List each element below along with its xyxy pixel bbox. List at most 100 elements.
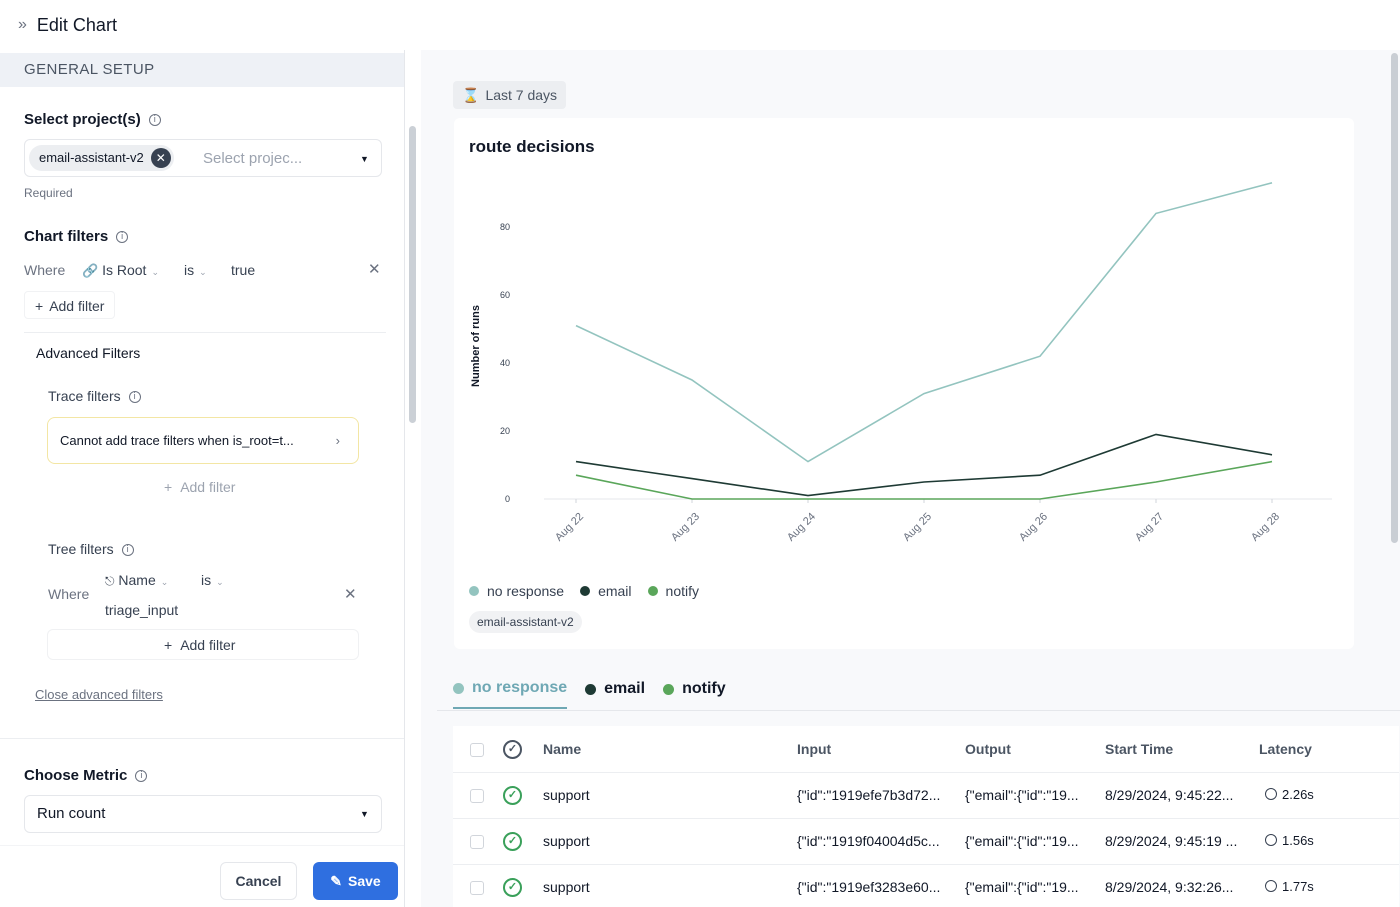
right-scrollbar[interactable]	[1391, 53, 1398, 543]
tab-label: email	[604, 680, 646, 697]
info-icon[interactable]: i	[148, 114, 161, 127]
metric-select[interactable]: Run count ▼	[24, 795, 382, 833]
line-chart: 0 20 40 60 80 Number of runs Aug 22 Aug 23 Aug 2…	[470, 182, 1332, 544]
x-tick-label: Aug 22	[553, 511, 586, 544]
filter-value[interactable]: true	[231, 262, 256, 278]
top-bar: » Edit Chart	[0, 0, 1400, 50]
chart-filters-label-text: Chart filters	[24, 228, 109, 245]
latency-value: 2.26s	[1282, 787, 1314, 802]
tab-no-response[interactable]: no response	[453, 679, 568, 709]
add-tree-filter-box	[47, 629, 359, 660]
cancel-button[interactable]: Cancel	[220, 862, 297, 900]
save-button[interactable]: ✎ Save	[313, 862, 398, 900]
y-tick-label: 0	[505, 494, 510, 504]
section-header: GENERAL SETUP	[0, 53, 404, 87]
trace-warning-text: Cannot add trace filters when is_root=t.…	[60, 433, 294, 448]
filter-field-select[interactable]: 🔗 Is Root ⌄	[82, 262, 159, 279]
trace-filters-label-text: Trace filters	[48, 388, 121, 404]
col-header-name[interactable]: Name	[543, 741, 582, 757]
tree-field-label: Name	[118, 572, 156, 588]
close-advanced-filters-link[interactable]: Close advanced filters	[35, 687, 163, 702]
tree-field-select[interactable]: ⎋ Name ⌄	[105, 572, 168, 589]
legend-swatch	[647, 586, 658, 596]
x-tick-label: Aug 23	[669, 511, 702, 544]
add-tree-filter-button[interactable]: + Add filter	[164, 631, 235, 659]
remove-chip-icon[interactable]: ✕	[150, 148, 171, 168]
dropdown-caret-icon[interactable]: ▼	[360, 154, 369, 164]
latency-value: 1.56s	[1282, 833, 1314, 848]
time-range-label: Last 7 days	[485, 87, 558, 103]
legend-item[interactable]: notify	[647, 583, 699, 599]
select-all-checkbox[interactable]	[470, 743, 484, 757]
y-tick-label: 40	[500, 358, 510, 368]
dropdown-caret-icon: ▼	[360, 809, 369, 819]
plus-icon: +	[164, 479, 173, 495]
legend-swatch	[580, 586, 591, 596]
cell-start-time: 8/29/2024, 9:32:26...	[1105, 879, 1234, 895]
tabs-divider	[437, 710, 1400, 711]
cell-input: {"id":"1919ef3283e60...	[797, 879, 941, 895]
cell-input: {"id":"1919f04004d5c...	[797, 833, 940, 849]
time-range-badge[interactable]: ⌛ Last 7 days	[453, 81, 567, 109]
node-icon: ⎋	[105, 574, 115, 588]
cell-name: support	[543, 833, 590, 849]
cell-name: support	[543, 879, 590, 895]
cell-start-time: 8/29/2024, 9:45:22...	[1105, 787, 1234, 803]
projects-label: Select project(s) i	[24, 111, 161, 128]
metric-select-value: Run count	[37, 805, 106, 822]
legend-item[interactable]: no response	[469, 583, 564, 599]
add-filter-button[interactable]: + Add filter	[24, 291, 116, 319]
col-header-output[interactable]: Output	[965, 741, 1011, 757]
table-row[interactable]: ✓ support {"id":"1919efe7b3d72... {"emai…	[453, 772, 1399, 818]
info-icon[interactable]: i	[128, 391, 141, 404]
col-header-input[interactable]: Input	[797, 741, 832, 757]
chart-title: route decisions	[469, 137, 595, 156]
info-icon[interactable]: i	[135, 770, 148, 783]
tree-operator-select[interactable]: is ⌄	[201, 572, 224, 588]
tree-filter-value[interactable]: triage_input	[105, 602, 179, 618]
legend-item[interactable]: email	[580, 583, 632, 599]
tab-notify[interactable]: notify	[663, 679, 726, 709]
latency-value: 1.77s	[1282, 879, 1314, 894]
plus-icon: +	[164, 637, 173, 653]
legend-swatch	[469, 586, 479, 596]
settings-panel: GENERAL SETUP Select project(s) i email-a…	[0, 50, 405, 907]
preview-panel: ⌛ Last 7 days route decisions 0 20 40 60 80 Nu…	[421, 50, 1400, 907]
row-checkbox[interactable]	[470, 789, 484, 803]
info-icon[interactable]: i	[121, 544, 134, 557]
tree-where-label: Where	[48, 586, 90, 602]
x-tick-label: Aug 25	[901, 511, 934, 544]
metric-label-text: Choose Metric	[24, 767, 128, 784]
left-scrollbar[interactable]	[409, 126, 416, 423]
advanced-filters-label: Advanced Filters	[36, 345, 141, 361]
cell-output: {"email":{"id":"19...	[965, 787, 1079, 803]
success-icon: ✓	[503, 878, 522, 897]
remove-tree-filter-icon[interactable]: ✕	[344, 586, 357, 603]
add-trace-filter-button[interactable]: + Add filter	[164, 473, 235, 501]
filter-operator-label: is	[184, 262, 195, 278]
filter-operator-select[interactable]: is ⌄	[184, 262, 207, 278]
info-icon[interactable]: i	[116, 231, 129, 244]
project-select[interactable]: email-assistant-v2 ✕ Select projec... ▼	[24, 139, 382, 177]
remove-filter-icon[interactable]: ✕	[368, 261, 381, 278]
link-icon: 🔗	[82, 263, 99, 278]
col-header-start-time[interactable]: Start Time	[1105, 741, 1174, 757]
cell-output: {"email":{"id":"19...	[965, 833, 1079, 849]
table-row[interactable]: ✓ support {"id":"1919ef3283e60... {"emai…	[453, 864, 1399, 907]
collapse-panel-icon[interactable]: »	[18, 16, 27, 33]
table-row[interactable]: ✓ support {"id":"1919f04004d5c... {"emai…	[453, 818, 1399, 864]
x-tick-label: Aug 27	[1133, 511, 1166, 544]
tab-label: no response	[472, 679, 568, 696]
col-header-latency[interactable]: Latency	[1259, 741, 1312, 757]
cell-start-time: 8/29/2024, 9:45:19 ...	[1105, 833, 1238, 849]
tab-email[interactable]: email	[585, 679, 645, 709]
cell-latency: 1.77s	[1265, 879, 1314, 894]
row-checkbox[interactable]	[470, 835, 484, 849]
project-select-placeholder: Select projec...	[203, 150, 303, 167]
chevron-down-icon: ⌄	[151, 267, 159, 277]
trace-filter-warning[interactable]: Cannot add trace filters when is_root=t.…	[47, 417, 359, 464]
y-tick-label: 80	[500, 222, 510, 232]
x-tick-label: Aug 26	[1017, 511, 1050, 544]
row-checkbox[interactable]	[470, 881, 484, 895]
series-line-no-response	[575, 182, 1273, 463]
